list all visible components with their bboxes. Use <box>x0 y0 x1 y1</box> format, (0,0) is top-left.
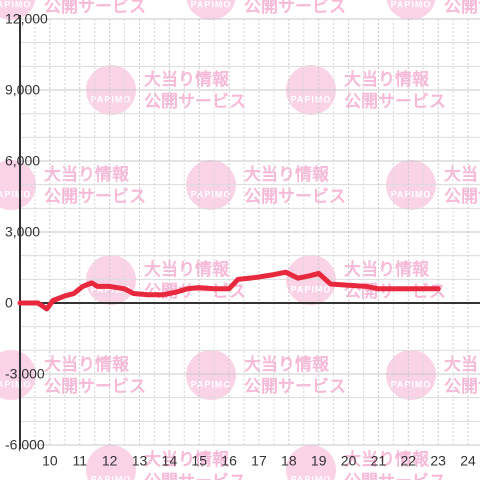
watermark-text: 公開サービス <box>244 187 346 207</box>
y-tick-label: 6,000 <box>5 153 40 169</box>
watermark-badge-text: PAPIMO <box>291 94 332 104</box>
x-tick-label: 18 <box>281 453 297 469</box>
x-tick-label: 12 <box>102 453 118 469</box>
watermark-badge-text: PAPIMO <box>291 474 332 480</box>
watermark-badge <box>186 0 236 20</box>
y-tick-label: 3,000 <box>5 224 40 240</box>
x-tick-label: 15 <box>191 453 207 469</box>
x-tick-label: 23 <box>430 453 446 469</box>
watermark-badge <box>0 160 36 210</box>
watermark-text: 公開サービス <box>344 472 446 480</box>
watermark-text: 大当り情報 <box>144 449 230 470</box>
watermark-text: 大当り情報 <box>244 354 330 375</box>
watermark-badge <box>386 0 436 20</box>
watermark-text: 大当り情報 <box>44 354 130 375</box>
x-tick-label: 14 <box>162 453 178 469</box>
x-tick-label: 20 <box>341 453 357 469</box>
watermark-text: 公開サービス <box>144 92 246 112</box>
watermark-text: 大当り情報 <box>444 354 480 375</box>
y-tick-label: 0 <box>5 295 13 311</box>
watermark-text: 公開サービス <box>144 472 246 480</box>
watermark-badge-text: PAPIMO <box>0 379 31 389</box>
x-tick-label: 13 <box>132 453 148 469</box>
y-tick-label: -3,000 <box>5 366 45 382</box>
watermark-text: 大当り情報 <box>344 259 430 280</box>
watermark-badge <box>286 255 336 305</box>
watermark-badge-text: PAPIMO <box>391 189 432 199</box>
watermark-text: 公開サービス <box>344 92 446 112</box>
watermark-badge-text: PAPIMO <box>191 189 232 199</box>
watermark-badge-text: PAPIMO <box>0 0 31 9</box>
watermark-badge-text: PAPIMO <box>91 284 132 294</box>
watermark-text: 公開サービス <box>244 0 346 17</box>
watermark-badge-text: PAPIMO <box>391 0 432 9</box>
watermark-text: 公開サービス <box>244 377 346 397</box>
watermark-text: 公開サービス <box>444 377 480 397</box>
watermark-badge-text: PAPIMO <box>0 189 31 199</box>
x-tick-label: 22 <box>401 453 417 469</box>
y-tick-label: 9,000 <box>5 82 40 98</box>
watermark-badge-text: PAPIMO <box>91 474 132 480</box>
watermark-text: 大当り情報 <box>444 164 480 185</box>
watermark-badge <box>186 350 236 400</box>
x-tick-label: 10 <box>42 453 58 469</box>
watermark-badge <box>286 445 336 480</box>
watermark-text: 公開サービス <box>444 0 480 17</box>
watermark-text: 公開サービス <box>44 0 146 17</box>
x-tick-label: 21 <box>371 453 387 469</box>
x-tick-label: 24 <box>460 453 476 469</box>
x-tick-label: 11 <box>72 453 87 469</box>
watermark-text: 大当り情報 <box>344 69 430 90</box>
watermark-text: 大当り情報 <box>244 164 330 185</box>
watermark-badge-text: PAPIMO <box>91 94 132 104</box>
x-tick-label: 17 <box>251 453 267 469</box>
y-tick-label: 12,000 <box>5 11 48 27</box>
y-tick-label: -6,000 <box>5 437 45 453</box>
watermark-badge-text: PAPIMO <box>291 284 332 294</box>
watermark-text: 公開サービス <box>444 187 480 207</box>
x-tick-label: 16 <box>221 453 237 469</box>
watermark-badge-text: PAPIMO <box>191 379 232 389</box>
watermark-text: 大当り情報 <box>144 69 230 90</box>
watermark-badge <box>86 255 136 305</box>
x-tick-label: 19 <box>311 453 327 469</box>
watermark-badge <box>86 445 136 480</box>
watermark-text: 大当り情報 <box>44 164 130 185</box>
data-line <box>17 269 441 312</box>
watermark-badge-text: PAPIMO <box>191 0 232 9</box>
watermark-text: 大当り情報 <box>144 259 230 280</box>
watermark-badge <box>0 350 36 400</box>
watermark-badge <box>0 0 36 20</box>
watermark-badge-text: PAPIMO <box>391 379 432 389</box>
watermark-text: 大当り情報 <box>344 449 430 470</box>
